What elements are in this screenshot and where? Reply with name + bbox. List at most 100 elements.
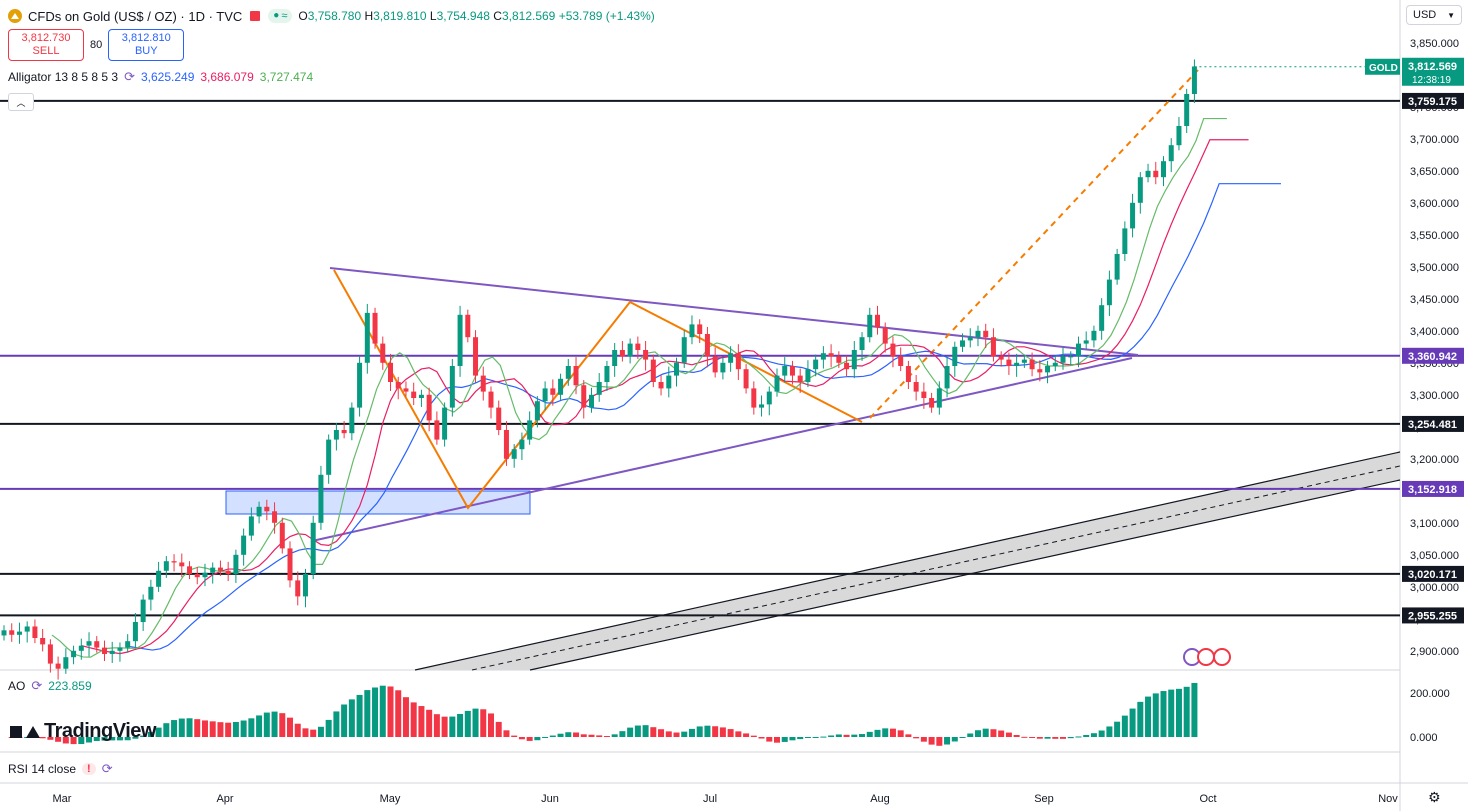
candle-body xyxy=(1021,359,1027,363)
candle-body xyxy=(728,353,734,363)
ao-bar xyxy=(928,737,935,745)
ao-bar xyxy=(116,737,123,741)
rsi-legend[interactable]: RSI 14 close ! ⟳ xyxy=(8,761,113,777)
candle-body xyxy=(882,327,888,344)
y-tick-label: 3,300.000 xyxy=(1410,390,1459,402)
level-price-label: 3,020.171 xyxy=(1408,569,1457,581)
ao-bar xyxy=(974,730,981,737)
candle-body xyxy=(32,626,38,638)
currency-label: USD xyxy=(1413,9,1437,21)
alligator-legend[interactable]: Alligator 13 8 5 8 5 3 ⟳ 3,625.249 3,686… xyxy=(8,69,313,85)
last-price-label: 3,812.569 xyxy=(1408,61,1457,73)
candle-body xyxy=(1130,202,1136,229)
ao-bar xyxy=(109,737,116,741)
candle-body xyxy=(101,647,107,654)
candle-body xyxy=(967,337,973,341)
ao-bar xyxy=(557,733,564,737)
candle-body xyxy=(1006,359,1012,366)
alligator-lips-line xyxy=(51,117,1227,658)
candle-body xyxy=(163,561,169,571)
cycle-icon[interactable]: ⟳ xyxy=(124,69,135,84)
ao-bar xyxy=(1168,689,1175,737)
ao-bar xyxy=(240,720,247,737)
tradingview-logo-icon xyxy=(10,724,40,740)
gold-symbol-icon xyxy=(8,9,22,23)
ao-bar xyxy=(387,686,394,737)
candle-body xyxy=(1168,145,1174,162)
candle-body xyxy=(1091,330,1097,341)
y-tick-label: 2,900.000 xyxy=(1410,646,1459,658)
ao-bar xyxy=(750,735,757,737)
market-status-pill[interactable]: ● ≈ xyxy=(268,9,293,23)
ao-bar xyxy=(951,737,958,742)
candle-body xyxy=(287,548,293,581)
buy-price: 3,812.810 xyxy=(121,32,171,44)
ao-bar xyxy=(518,737,525,740)
candle-body xyxy=(248,516,254,536)
cycle-icon[interactable]: ⟳ xyxy=(31,678,43,693)
ao-bar xyxy=(1114,721,1121,737)
ao-bar xyxy=(140,735,147,737)
candle-body xyxy=(1037,369,1043,373)
y-tick-label: 3,400.000 xyxy=(1410,326,1459,338)
tradingview-logo[interactable]: TradingView xyxy=(10,720,156,743)
collapse-legend-button[interactable]: ︿ xyxy=(8,93,34,111)
candle-body xyxy=(380,343,386,363)
candle-body xyxy=(465,314,471,338)
ao-bar xyxy=(874,729,881,737)
ao-bar xyxy=(294,723,301,737)
ao-bar xyxy=(920,737,927,742)
sell-label: SELL xyxy=(32,45,60,57)
ao-bar xyxy=(472,708,479,737)
ao-bar xyxy=(812,737,819,738)
flag-icon[interactable] xyxy=(250,11,261,21)
cycle-icon[interactable]: ⟳ xyxy=(101,761,113,776)
ao-bar xyxy=(1044,737,1051,739)
buy-button[interactable]: 3,812.810 BUY xyxy=(108,29,185,61)
candle-body xyxy=(650,359,656,382)
candle-body xyxy=(689,324,695,338)
ao-bar xyxy=(944,737,951,745)
candle-body xyxy=(1137,177,1143,203)
ao-bar xyxy=(426,709,433,737)
ao-bar xyxy=(39,737,46,739)
settings-gear-icon[interactable]: ⚙ xyxy=(1428,789,1441,805)
ao-bar xyxy=(1090,733,1097,737)
level-price-tag xyxy=(1402,565,1464,582)
ao-bar xyxy=(866,731,873,737)
ao-bar xyxy=(1083,734,1090,737)
ao-bar xyxy=(542,737,549,738)
ao-bar xyxy=(897,730,904,737)
candle-body xyxy=(820,353,826,360)
ao-bar xyxy=(1121,715,1128,737)
ao-bar xyxy=(704,725,711,737)
currency-selector[interactable]: USD ▼ xyxy=(1406,5,1462,25)
ao-bar xyxy=(101,737,108,741)
sell-button[interactable]: 3,812.730 SELL xyxy=(8,29,84,61)
ao-bar xyxy=(905,734,912,737)
level-price-label: 3,360.942 xyxy=(1408,351,1457,363)
symbol-title[interactable]: CFDs on Gold (US$ / OZ) · 1D · TVC xyxy=(28,8,243,24)
rsi-warning-icon[interactable]: ! xyxy=(82,763,96,775)
ao-bar xyxy=(232,721,239,737)
ao-bar xyxy=(55,737,62,742)
candle-body xyxy=(480,375,486,392)
spread-value: 80 xyxy=(90,39,103,51)
ao-bar xyxy=(410,702,417,737)
y-tick-label: 3,050.000 xyxy=(1410,550,1459,562)
ao-bar xyxy=(457,713,464,737)
candle-body xyxy=(573,366,579,386)
ao-legend[interactable]: AO ⟳ 223.859 xyxy=(8,678,92,694)
y-tick-label: 3,600.000 xyxy=(1410,198,1459,210)
x-tick-label: Apr xyxy=(216,793,233,805)
candle-body xyxy=(295,580,301,597)
ao-bar xyxy=(325,719,332,737)
candle-body xyxy=(1060,356,1066,363)
candle-body xyxy=(1145,170,1151,178)
candle-body xyxy=(944,366,950,389)
candle-body xyxy=(813,359,819,370)
ao-bar xyxy=(163,723,170,737)
ao-bar xyxy=(248,718,255,737)
candle-body xyxy=(241,535,247,555)
